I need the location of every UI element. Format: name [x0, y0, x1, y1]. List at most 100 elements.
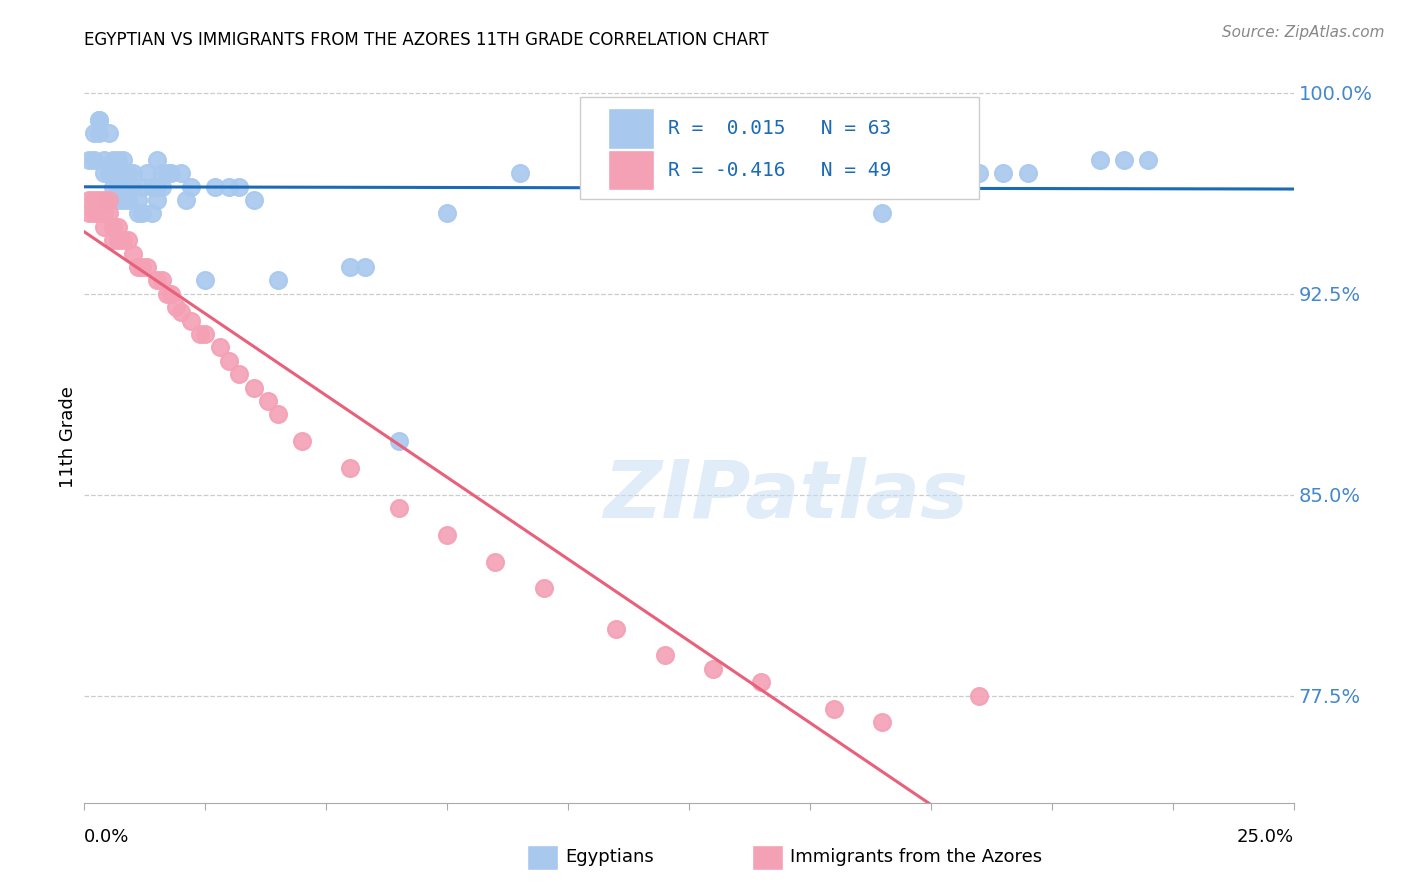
Point — [533, 582, 555, 596]
Point — [180, 313, 202, 327]
Point — [117, 193, 139, 207]
Point — [267, 407, 290, 421]
Point — [967, 166, 990, 180]
Point — [93, 219, 115, 234]
Point — [97, 193, 120, 207]
Point — [605, 622, 627, 636]
Point — [107, 179, 129, 194]
Point — [872, 206, 894, 220]
Point — [87, 112, 110, 127]
Point — [131, 260, 153, 274]
Point — [117, 166, 139, 180]
Point — [180, 179, 202, 194]
Point — [83, 126, 105, 140]
Point — [896, 166, 918, 180]
Point — [436, 206, 458, 220]
Point — [436, 528, 458, 542]
Point — [97, 193, 120, 207]
Point — [751, 675, 773, 690]
Point — [194, 273, 217, 287]
Text: Source: ZipAtlas.com: Source: ZipAtlas.com — [1222, 25, 1385, 40]
Point — [484, 555, 506, 569]
Point — [112, 153, 135, 167]
Point — [388, 434, 411, 449]
Point — [97, 126, 120, 140]
Point — [146, 273, 169, 287]
Point — [112, 233, 135, 247]
Text: 25.0%: 25.0% — [1236, 828, 1294, 846]
Point — [228, 367, 250, 381]
Text: Immigrants from the Azores: Immigrants from the Azores — [790, 848, 1042, 866]
Text: EGYPTIAN VS IMMIGRANTS FROM THE AZORES 11TH GRADE CORRELATION CHART: EGYPTIAN VS IMMIGRANTS FROM THE AZORES 1… — [84, 31, 769, 49]
Point — [146, 179, 169, 194]
Point — [1137, 153, 1160, 167]
Point — [103, 233, 125, 247]
Point — [257, 393, 280, 408]
FancyBboxPatch shape — [581, 97, 979, 200]
Point — [103, 179, 125, 194]
Text: R = -0.416   N = 49: R = -0.416 N = 49 — [668, 161, 891, 179]
Point — [165, 300, 187, 314]
Point — [117, 233, 139, 247]
Y-axis label: 11th Grade: 11th Grade — [59, 386, 77, 488]
Point — [83, 193, 105, 207]
Point — [218, 179, 240, 194]
Point — [654, 648, 676, 663]
Text: 0.0%: 0.0% — [84, 828, 129, 846]
Point — [146, 153, 169, 167]
Point — [141, 206, 163, 220]
Point — [150, 273, 173, 287]
Point — [150, 179, 173, 194]
Text: R =  0.015   N = 63: R = 0.015 N = 63 — [668, 119, 891, 138]
Point — [1017, 166, 1039, 180]
Point — [83, 206, 105, 220]
Point — [242, 193, 264, 207]
Point — [160, 286, 183, 301]
Point — [103, 219, 125, 234]
Point — [993, 166, 1015, 180]
Point — [136, 260, 159, 274]
Point — [87, 112, 110, 127]
Point — [103, 153, 125, 167]
Point — [117, 179, 139, 194]
Point — [291, 434, 314, 449]
Point — [107, 193, 129, 207]
Point — [204, 179, 226, 194]
Point — [218, 353, 240, 368]
Point — [208, 340, 231, 354]
Point — [242, 380, 264, 394]
Point — [93, 166, 115, 180]
Point — [339, 260, 361, 274]
Point — [107, 233, 129, 247]
Point — [87, 206, 110, 220]
Point — [170, 305, 193, 319]
Point — [127, 206, 149, 220]
Point — [1114, 153, 1136, 167]
Point — [846, 153, 869, 167]
Point — [121, 179, 143, 194]
Point — [77, 193, 100, 207]
Point — [121, 166, 143, 180]
FancyBboxPatch shape — [607, 150, 654, 190]
Point — [1088, 153, 1111, 167]
Point — [354, 260, 377, 274]
Point — [97, 206, 120, 220]
Point — [131, 206, 153, 220]
Point — [702, 662, 724, 676]
Point — [112, 193, 135, 207]
Text: ZIPatlas: ZIPatlas — [603, 457, 969, 534]
Point — [103, 166, 125, 180]
Point — [509, 166, 531, 180]
Point — [150, 166, 173, 180]
Point — [920, 179, 942, 194]
Point — [93, 193, 115, 207]
Point — [174, 193, 197, 207]
Point — [87, 193, 110, 207]
Point — [107, 166, 129, 180]
Point — [194, 326, 217, 341]
Point — [160, 166, 183, 180]
Point — [228, 179, 250, 194]
Point — [872, 715, 894, 730]
Point — [93, 153, 115, 167]
Point — [107, 153, 129, 167]
